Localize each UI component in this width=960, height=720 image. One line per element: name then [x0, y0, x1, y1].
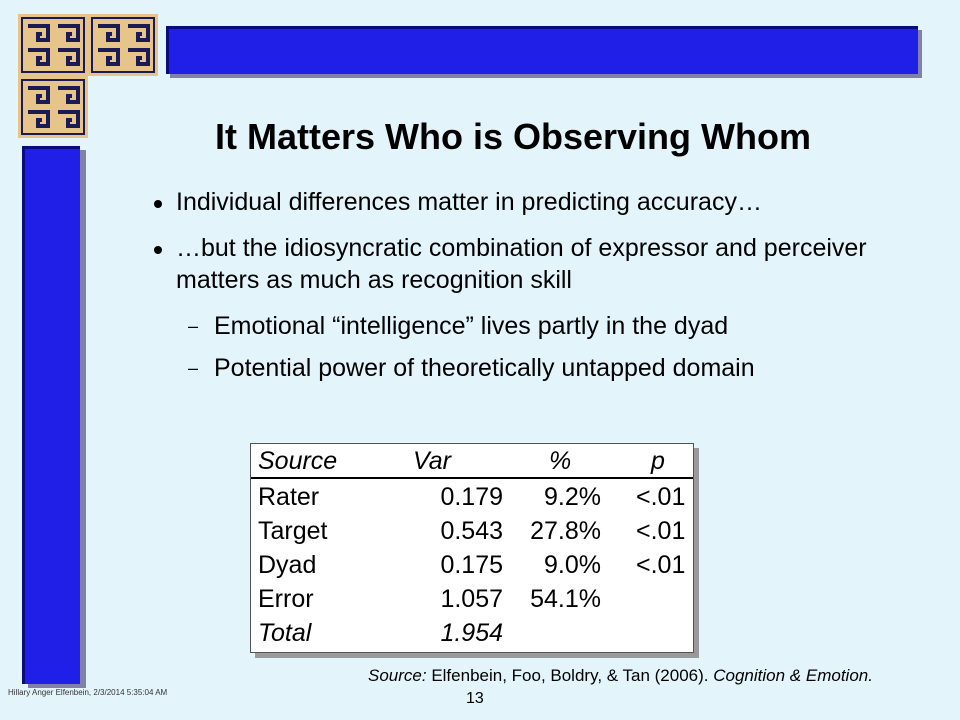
sub-bullet-item: – Potential power of theoretically untap… — [150, 352, 940, 384]
bullet-dot-icon — [154, 246, 162, 254]
table-cell: 54.1% — [530, 585, 601, 613]
table-cell: Rater — [258, 483, 320, 511]
table-cell: Dyad — [258, 551, 317, 579]
table-row-total: Total 1.954 — [251, 616, 693, 651]
table-row: Dyad 0.175 9.0% <.01 — [251, 548, 693, 583]
table-row: Rater 0.179 9.2% <.01 — [251, 480, 693, 515]
table-cell: 27.8% — [530, 517, 601, 545]
header-banner — [166, 26, 918, 74]
left-sidebar-bar — [22, 146, 80, 684]
header-percent: % — [549, 447, 572, 475]
sub-bullet-item: – Emotional “intelligence” lives partly … — [150, 310, 940, 342]
source-citation: Source: Elfenbein, Foo, Boldry, & Tan (2… — [368, 666, 873, 686]
source-authors: Elfenbein, Foo, Boldry, & Tan (2006). — [426, 666, 714, 685]
greek-key-logo-icon — [16, 12, 160, 140]
table-cell: 0.543 — [440, 517, 503, 545]
sub-bullet-text: Emotional “intelligence” lives partly in… — [214, 312, 729, 340]
table-cell: Target — [258, 517, 328, 545]
header-divider — [251, 477, 693, 479]
table-cell: <.01 — [636, 551, 686, 579]
table-cell: <.01 — [636, 517, 686, 545]
table-cell: 9.2% — [544, 483, 601, 511]
bullet-text: Individual differences matter in predict… — [176, 188, 762, 216]
bullet-dot-icon — [154, 200, 162, 208]
source-label: Source: — [368, 666, 427, 685]
bullet-item: Individual differences matter in predict… — [150, 186, 940, 218]
header-p: p — [651, 447, 665, 475]
page-number: 13 — [466, 690, 484, 707]
slide-title: It Matters Who is Observing Whom — [214, 116, 812, 157]
table-cell: 1.057 — [440, 585, 503, 613]
table-cell: 9.0% — [544, 551, 601, 579]
footer-author-timestamp: Hillary Anger Elfenbein, 2/3/2014 5:35:0… — [8, 688, 168, 697]
table-cell: 1.954 — [440, 619, 503, 647]
variance-table: Source Var % p Rater 0.179 9.2% <.01 Tar… — [250, 443, 694, 653]
table-cell: 0.179 — [440, 483, 503, 511]
table-cell: <.01 — [636, 483, 686, 511]
bullet-text: …but the idiosyncratic combination of ex… — [176, 234, 867, 294]
sub-bullet-text: Potential power of theoretically untappe… — [214, 354, 755, 382]
table-cell: 0.175 — [440, 551, 503, 579]
table-row: Target 0.543 27.8% <.01 — [251, 514, 693, 549]
header-source: Source — [258, 447, 338, 475]
bullet-item: …but the idiosyncratic combination of ex… — [150, 232, 940, 296]
sub-bullet-dash: – — [188, 358, 199, 378]
table-cell: Total — [258, 619, 312, 647]
bullet-list: Individual differences matter in predict… — [150, 186, 940, 394]
table-row: Error 1.057 54.1% — [251, 582, 693, 617]
sub-bullet-dash: – — [188, 316, 199, 336]
table-header-row: Source Var % p — [251, 444, 693, 479]
header-var: Var — [413, 447, 451, 475]
table-cell: Error — [258, 585, 314, 613]
source-journal: Cognition & Emotion. — [713, 666, 873, 685]
